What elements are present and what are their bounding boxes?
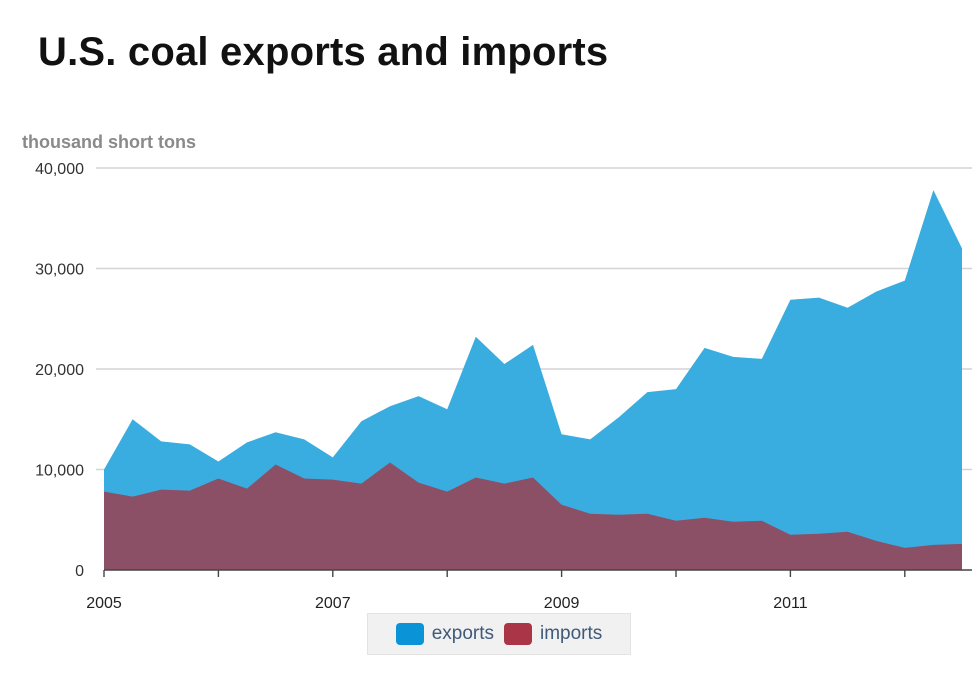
legend-label-exports: exports [431, 623, 494, 644]
legend-item-exports[interactable]: exports [395, 623, 494, 645]
legend-item-imports[interactable]: imports [504, 623, 602, 645]
y-tick-label: 20,000 [35, 362, 84, 379]
y-tick-label: 0 [75, 563, 84, 580]
legend: exports imports [367, 613, 631, 655]
x-tick-labels: 2005 2007 2009 2011 [86, 595, 808, 610]
axes [103, 569, 972, 577]
legend-swatch-exports [395, 623, 424, 645]
area-exports [104, 190, 962, 570]
legend-label-imports: imports [540, 623, 603, 644]
chart-title: U.S. coal exports and imports [38, 30, 609, 74]
series-areas [104, 190, 962, 570]
y-tick-label: 30,000 [35, 262, 84, 279]
x-tick-label: 2011 [773, 595, 808, 610]
y-tick-label: 10,000 [35, 463, 84, 480]
y-axis-unit-label: thousand short tons [22, 132, 196, 152]
area-chart: thousand short tons 0 10,000 20,000 30,000 4… [22, 132, 972, 610]
y-tick-label: 40,000 [35, 161, 84, 178]
x-tick-label: 2007 [315, 595, 351, 610]
legend-swatch-imports [504, 623, 532, 645]
x-tick-label: 2005 [86, 595, 122, 610]
y-tick-labels: 0 10,000 20,000 30,000 40,000 [35, 161, 84, 580]
x-tick-label: 2009 [544, 595, 580, 610]
area-imports [104, 462, 962, 570]
